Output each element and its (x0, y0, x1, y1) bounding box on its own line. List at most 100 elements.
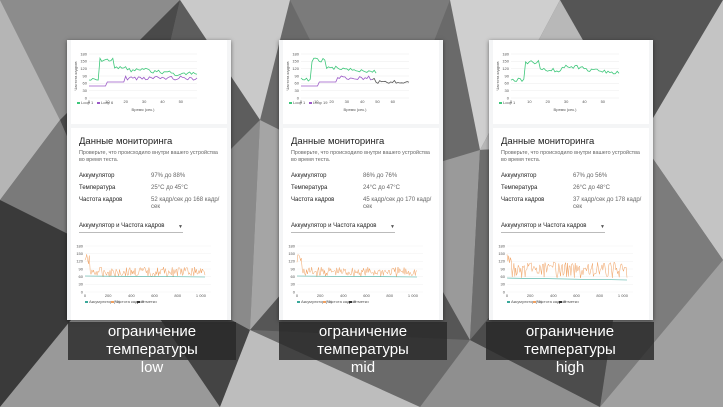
x-tick-label: 800 (386, 293, 393, 298)
dropdown-label: Аккумулятор и Частота кадров (79, 223, 165, 229)
chart-type-dropdown[interactable]: Аккумулятор и Частота кадров ▼ (291, 223, 395, 233)
y-tick-label: 0 (507, 95, 510, 100)
chart-type-dropdown[interactable]: Аккумулятор и Частота кадров ▼ (501, 223, 605, 233)
x-tick-label: 50 (179, 99, 184, 104)
series-line-loop-1 (300, 57, 377, 82)
y-tick-label: 180 (502, 51, 509, 56)
x-tick-label: 400 (550, 293, 557, 298)
y-axis-label: Частота кадров (495, 62, 500, 91)
battery-label: Аккумулятор (501, 173, 537, 179)
y-tick-label: 30 (291, 282, 296, 287)
y-tick-label: 180 (80, 51, 87, 56)
monitoring-description: Проверьте, что происходило внутри вашего… (501, 150, 640, 163)
y-tick-label: 180 (292, 51, 299, 56)
y-tick-label: 60 (83, 81, 88, 86)
y-axis-label: Частота кадров (73, 62, 78, 91)
x-tick-label: 50 (601, 99, 606, 104)
y-tick-label: 30 (83, 88, 88, 93)
y-tick-label: 0 (297, 95, 300, 100)
framerate-label: Частота кадров (291, 197, 335, 203)
y-tick-label: 30 (501, 282, 506, 287)
battery-series-line (506, 277, 628, 281)
dropdown-label: Аккумулятор и Частота кадров (501, 223, 587, 229)
x-tick-label: 200 (105, 293, 112, 298)
legend-swatch (559, 301, 562, 303)
fps-series-line (296, 254, 417, 277)
chevron-down-icon: ▼ (390, 224, 395, 230)
y-tick-label: 30 (295, 88, 300, 93)
y-tick-label: 90 (295, 73, 300, 78)
monitoring-title: Данные мониторинга (79, 136, 173, 147)
x-tick-label: 60 (391, 99, 396, 104)
battery-label: Аккумулятор (291, 173, 327, 179)
legend-label: Отметки (353, 299, 369, 304)
battery-value: 86% до 76% (363, 173, 398, 179)
series-line-loop-19 (301, 75, 373, 87)
framerate-label: Частота кадров (79, 197, 123, 203)
y-tick-label: 120 (498, 259, 505, 264)
x-axis-label: Время (сек.) (344, 107, 368, 112)
monitoring-description: Проверьте, что происходило внутри вашего… (291, 150, 430, 163)
x-tick-label: 0 (88, 99, 91, 104)
y-tick-label: 30 (79, 282, 84, 287)
y-tick-label: 150 (288, 251, 295, 256)
y-tick-label: 120 (76, 259, 83, 264)
y-tick-label: 60 (295, 81, 300, 86)
legend-swatch (137, 301, 140, 303)
fps-series-line (506, 254, 628, 279)
y-tick-label: 150 (80, 59, 87, 64)
legend-label: Loop 6 (101, 100, 114, 105)
battery-label: Аккумулятор (79, 173, 115, 179)
x-axis-label: Время (сек.) (554, 107, 578, 112)
y-tick-label: 60 (501, 274, 506, 279)
series-line-loop-19-tail (372, 77, 410, 84)
legend-label: Loop 1 (293, 100, 306, 105)
y-tick-label: 60 (505, 81, 510, 86)
y-axis-label: Частота кадров (285, 62, 290, 91)
x-tick-label: 400 (340, 293, 347, 298)
monitoring-card: Данные мониторинга Проверьте, что происх… (283, 128, 439, 320)
legend-label: Отметки (563, 299, 579, 304)
x-tick-label: 20 (123, 99, 128, 104)
caption-line2: mid (350, 359, 376, 376)
y-tick-label: 120 (288, 259, 295, 264)
x-tick-label: 1 000 (196, 293, 207, 298)
legend-swatch (289, 102, 292, 104)
series-line-loop-1 (510, 59, 620, 82)
caption-line2: high (555, 359, 585, 376)
battery-value: 97% до 88% (151, 173, 186, 179)
y-tick-label: 150 (502, 59, 509, 64)
test-result-panel-high: 180 150 120 90 60 30 0 0 10 20 30 40 50 Частота кадро… (489, 40, 653, 320)
legend-swatch (309, 102, 312, 104)
y-tick-label: 120 (292, 66, 299, 71)
x-tick-label: 20 (329, 99, 334, 104)
monitoring-description: Проверьте, что происходило внутри вашего… (79, 150, 218, 163)
framerate-value: 52 кадр/сек до 168 кадр/сек (151, 197, 220, 210)
legend-label: Аккумулятор (%) (301, 299, 333, 304)
temperature-label: Температура (291, 185, 328, 191)
x-tick-label: 10 (105, 99, 110, 104)
x-tick-label: 1 000 (618, 293, 629, 298)
battery-fps-chart: 180 150 120 90 60 30 00 200 400 600 800 1 000 Аккуму… (76, 243, 211, 304)
x-tick-label: 800 (596, 293, 603, 298)
temperature-value: 24°C до 47°C (363, 185, 400, 191)
series-line-loop-6 (89, 75, 198, 87)
x-tick-label: 0 (296, 293, 299, 298)
legend-swatch (97, 102, 100, 104)
series-line-loop-1 (88, 56, 198, 81)
x-tick-label: 40 (360, 99, 365, 104)
test-result-panel-low: 180 150 120 90 60 30 0 0 10 20 30 40 50 Частота кадро… (67, 40, 231, 320)
x-tick-label: 30 (345, 99, 350, 104)
legend-swatch (499, 102, 502, 104)
legend-swatch (77, 102, 80, 104)
dropdown-label: Аккумулятор и Частота кадров (291, 223, 377, 229)
fps-line-chart: 180 150 120 90 60 30 00 10 20 30 40 50 60 Частота кад… (285, 51, 410, 112)
y-tick-label: 0 (293, 289, 296, 294)
legend-label: Аккумулятор (%) (89, 299, 121, 304)
y-tick-label: 150 (76, 251, 83, 256)
chart-type-dropdown[interactable]: Аккумулятор и Частота кадров ▼ (79, 223, 183, 233)
y-tick-label: 90 (505, 73, 510, 78)
x-tick-label: 1 000 (408, 293, 419, 298)
temperature-value: 26°C до 48°C (573, 185, 610, 191)
x-tick-label: 400 (128, 293, 135, 298)
